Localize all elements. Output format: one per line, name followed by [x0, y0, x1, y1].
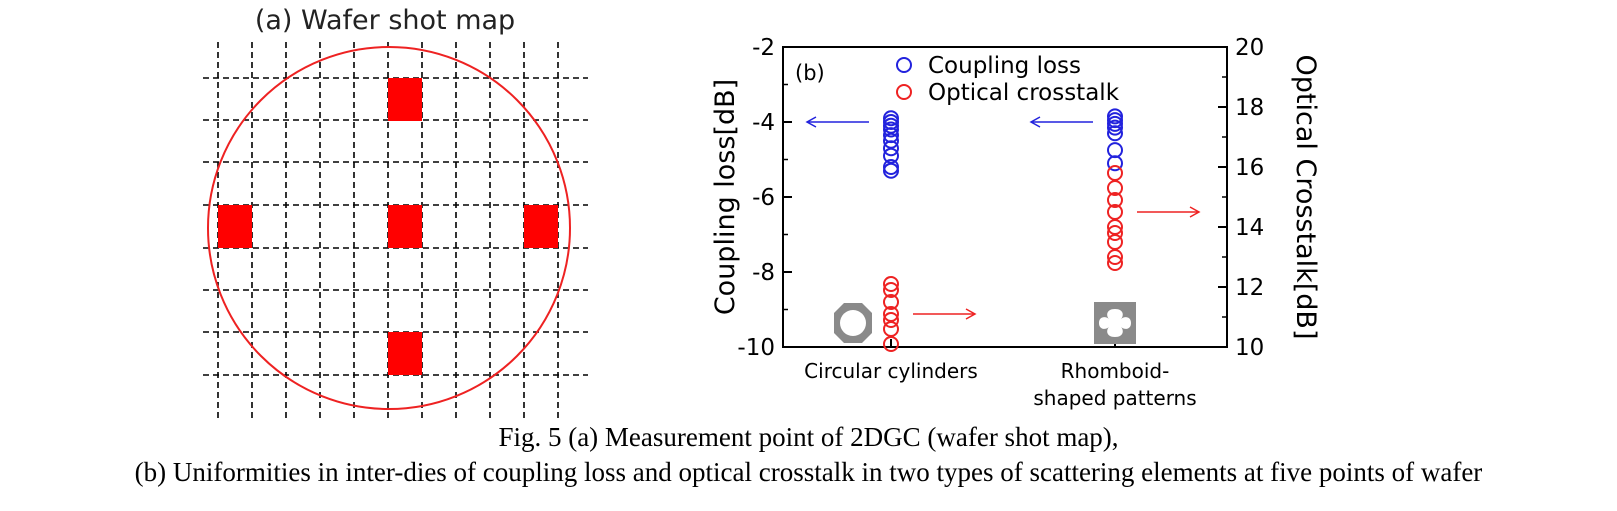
y-right-tick-label: 10 [1235, 335, 1264, 361]
y-right-tick-label: 12 [1235, 275, 1264, 301]
measured-shot [218, 205, 252, 248]
data-point [1107, 165, 1123, 181]
y-right-tick-label: 18 [1235, 95, 1264, 121]
data-point [1107, 204, 1123, 220]
data-points [883, 108, 1123, 352]
axis-ticks [783, 46, 1227, 348]
data-point [883, 276, 899, 292]
caption-line-2: (b) Uniformities in inter-dies of coupli… [134, 457, 1483, 487]
data-point [883, 162, 899, 179]
axis-arrows [805, 116, 1201, 320]
category-label: Rhomboid- [1061, 359, 1170, 383]
panel-a-title: (a) Wafer shot map [255, 5, 515, 36]
data-point [1107, 192, 1123, 208]
legend: Coupling loss Optical crosstalk [896, 53, 1120, 106]
measured-shots [218, 78, 558, 375]
data-point [1107, 225, 1123, 241]
data-point [1107, 255, 1123, 271]
axis-arrow-head [1029, 116, 1041, 128]
data-point [883, 140, 899, 157]
measured-shot [388, 78, 422, 121]
data-point [883, 306, 899, 322]
uniformity-chart: -10 -8 -6 -4 -2 10 12 14 16 18 20 Coupling loss[dB… [710, 35, 1321, 410]
data-point [1107, 119, 1123, 136]
figure-caption: Fig. 5 (a) Measurement point of 2DGC (wa… [0, 420, 1617, 490]
measured-shot [524, 205, 558, 248]
legend-label-coupling-loss: Coupling loss [928, 53, 1081, 79]
data-point [1107, 142, 1123, 159]
rhomboid-pattern-icon [1094, 302, 1136, 344]
y-left-tick-label: -4 [752, 110, 775, 136]
measured-shot [388, 205, 422, 248]
category-labels: Circular cylinders Rhomboid-shaped patter… [804, 359, 1196, 410]
wafer-shot-map-panel: (a) Wafer shot map [203, 5, 588, 418]
data-point [883, 121, 899, 138]
legend-label-optical-crosstalk: Optical crosstalk [928, 80, 1120, 106]
y-right-tick-label: 16 [1235, 155, 1264, 181]
axis-arrow-head [965, 308, 977, 320]
circular-cylinder-icon [834, 303, 872, 343]
data-point [883, 312, 899, 328]
caption-line-1: Fig. 5 (a) Measurement point of 2DGC (wa… [498, 422, 1119, 452]
y-left-tick-label: -8 [752, 260, 775, 286]
y-right-tick-label: 20 [1235, 35, 1264, 61]
legend-marker-coupling-loss [896, 57, 912, 73]
axis-arrow-head [805, 116, 817, 128]
y-left-tick-label: -2 [752, 35, 775, 61]
category-label: Circular cylinders [804, 359, 978, 383]
wafer-outline [207, 46, 571, 410]
y-right-tick-label: 14 [1235, 215, 1264, 241]
axis-arrow-head [1189, 206, 1201, 218]
data-point [883, 294, 899, 310]
measured-shot [388, 332, 422, 375]
data-point [883, 282, 899, 298]
y-axis-label-left: Coupling loss[dB] [710, 79, 741, 315]
y-left-tick-label: -10 [737, 335, 775, 361]
axis-tick-labels: -10 -8 -6 -4 -2 10 12 14 16 18 20 [737, 35, 1264, 361]
data-point [1107, 155, 1123, 172]
panel-b-label: (b) [795, 61, 825, 85]
y-left-tick-label: -6 [752, 185, 775, 211]
legend-marker-optical-crosstalk [896, 84, 912, 100]
data-point [1107, 125, 1123, 142]
y-axis-label-right: Optical Crosstalk[dB] [1290, 55, 1321, 340]
category-label: shaped patterns [1033, 386, 1196, 410]
